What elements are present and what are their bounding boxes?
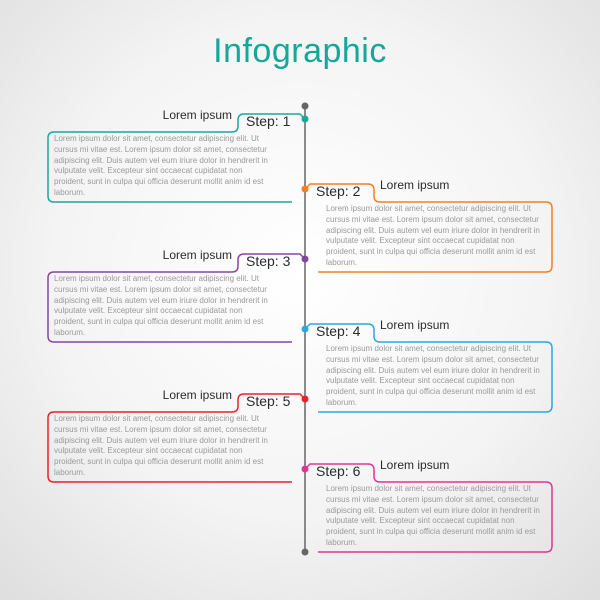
step-heading-6: Lorem ipsum bbox=[380, 458, 449, 472]
step-heading-3: Lorem ipsum bbox=[72, 248, 232, 262]
step-body-2: Lorem ipsum dolor sit amet, consectetur … bbox=[320, 194, 550, 269]
step-body-5: Lorem ipsum dolor sit amet, consectetur … bbox=[48, 404, 278, 479]
step-heading-1: Lorem ipsum bbox=[72, 108, 232, 122]
step-heading-5: Lorem ipsum bbox=[72, 388, 232, 402]
step-body-6: Lorem ipsum dolor sit amet, consectetur … bbox=[320, 474, 550, 549]
step-heading-4: Lorem ipsum bbox=[380, 318, 449, 332]
step-body-4: Lorem ipsum dolor sit amet, consectetur … bbox=[320, 334, 550, 409]
step-body-3: Lorem ipsum dolor sit amet, consectetur … bbox=[48, 264, 278, 339]
step-heading-2: Lorem ipsum bbox=[380, 178, 449, 192]
page-title: Infographic bbox=[0, 32, 600, 71]
step-body-1: Lorem ipsum dolor sit amet, consectetur … bbox=[48, 124, 278, 199]
